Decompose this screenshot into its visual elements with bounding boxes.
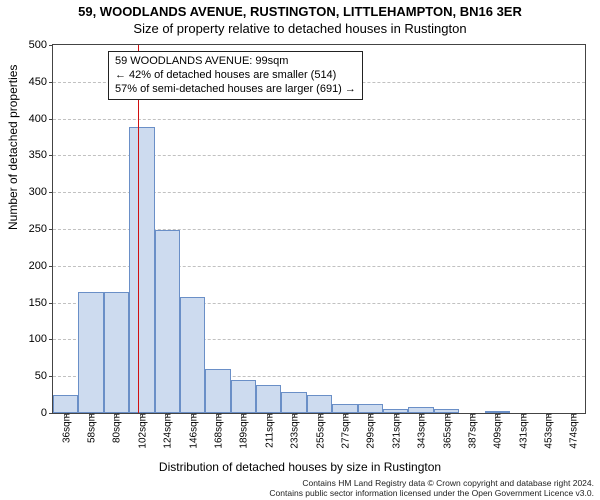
y-tick-mark <box>49 155 53 156</box>
y-tick-label: 400 <box>11 113 53 125</box>
x-tick-mark <box>167 413 168 417</box>
annotation-line1: 59 WOODLANDS AVENUE: 99sqm <box>115 55 356 69</box>
x-tick-mark <box>421 413 422 417</box>
histogram-chart: 05010015020025030035040045050036sqm58sqm… <box>52 44 586 414</box>
y-tick-label: 350 <box>11 149 53 161</box>
y-tick-label: 450 <box>11 76 53 88</box>
y-tick-label: 150 <box>11 297 53 309</box>
x-tick-label: 321sqm <box>389 413 402 449</box>
footer-attribution: Contains HM Land Registry data © Crown c… <box>269 479 594 498</box>
histogram-bar <box>358 404 383 413</box>
histogram-bar <box>205 369 230 413</box>
x-tick-mark <box>294 413 295 417</box>
x-tick-label: 211sqm <box>262 413 275 448</box>
x-tick-label: 387sqm <box>465 413 478 449</box>
x-tick-mark <box>218 413 219 417</box>
y-tick-mark <box>49 303 53 304</box>
x-tick-mark <box>66 413 67 417</box>
y-tick-label: 500 <box>11 39 53 51</box>
x-tick-mark <box>345 413 346 417</box>
y-tick-mark <box>49 192 53 193</box>
x-tick-mark <box>269 413 270 417</box>
gridline <box>53 119 585 120</box>
histogram-bar <box>256 385 281 413</box>
x-tick-label: 277sqm <box>338 413 351 449</box>
y-tick-mark <box>49 45 53 46</box>
x-tick-mark <box>142 413 143 417</box>
x-tick-mark <box>447 413 448 417</box>
annotation-line3: 57% of semi-detached houses are larger (… <box>115 83 356 97</box>
x-tick-label: 168sqm <box>212 413 225 449</box>
x-tick-mark <box>573 413 574 417</box>
x-tick-label: 36sqm <box>59 413 72 443</box>
x-tick-mark <box>370 413 371 417</box>
x-tick-mark <box>116 413 117 417</box>
x-tick-label: 255sqm <box>313 413 326 449</box>
histogram-bar <box>281 392 306 413</box>
y-tick-label: 200 <box>11 260 53 272</box>
x-tick-label: 299sqm <box>364 413 377 449</box>
histogram-bar <box>155 230 180 413</box>
histogram-bar <box>53 395 78 413</box>
y-axis-label: Number of detached properties <box>6 65 20 230</box>
x-tick-mark <box>523 413 524 417</box>
histogram-bar <box>307 395 332 413</box>
x-axis-label: Distribution of detached houses by size … <box>0 460 600 474</box>
y-tick-label: 0 <box>11 407 53 419</box>
x-tick-mark <box>497 413 498 417</box>
x-tick-mark <box>91 413 92 417</box>
y-tick-mark <box>49 229 53 230</box>
y-tick-mark <box>49 376 53 377</box>
x-tick-label: 189sqm <box>237 413 250 449</box>
histogram-bar <box>129 127 154 413</box>
histogram-bar <box>104 292 129 413</box>
plot-area: 05010015020025030035040045050036sqm58sqm… <box>52 44 586 414</box>
y-tick-label: 300 <box>11 186 53 198</box>
x-tick-label: 343sqm <box>415 413 428 449</box>
y-tick-mark <box>49 413 53 414</box>
histogram-bar <box>231 380 256 413</box>
x-tick-label: 124sqm <box>161 413 174 449</box>
x-tick-label: 409sqm <box>491 413 504 449</box>
y-tick-mark <box>49 119 53 120</box>
y-tick-mark <box>49 266 53 267</box>
page-title: 59, WOODLANDS AVENUE, RUSTINGTON, LITTLE… <box>0 0 600 19</box>
x-tick-label: 80sqm <box>110 413 123 443</box>
histogram-bar <box>332 404 357 413</box>
page-subtitle: Size of property relative to detached ho… <box>0 19 600 36</box>
x-tick-label: 146sqm <box>186 413 199 449</box>
histogram-bar <box>180 297 205 413</box>
x-tick-label: 365sqm <box>440 413 453 449</box>
x-tick-mark <box>320 413 321 417</box>
x-tick-label: 431sqm <box>516 413 529 449</box>
x-tick-label: 233sqm <box>288 413 301 449</box>
histogram-bar <box>78 292 103 413</box>
x-tick-label: 102sqm <box>135 413 148 449</box>
y-tick-label: 50 <box>11 370 53 382</box>
footer-line-2: Contains public sector information licen… <box>269 489 594 498</box>
x-tick-label: 58sqm <box>85 413 98 443</box>
x-tick-mark <box>472 413 473 417</box>
annotation-line2: ← 42% of detached houses are smaller (51… <box>115 69 356 83</box>
annotation-box: 59 WOODLANDS AVENUE: 99sqm← 42% of detac… <box>108 51 363 100</box>
y-tick-mark <box>49 339 53 340</box>
x-tick-mark <box>193 413 194 417</box>
x-tick-label: 453sqm <box>542 413 555 449</box>
y-tick-label: 250 <box>11 223 53 235</box>
x-tick-label: 474sqm <box>567 413 580 449</box>
y-tick-mark <box>49 82 53 83</box>
x-tick-mark <box>396 413 397 417</box>
x-tick-mark <box>243 413 244 417</box>
x-tick-mark <box>548 413 549 417</box>
y-tick-label: 100 <box>11 333 53 345</box>
